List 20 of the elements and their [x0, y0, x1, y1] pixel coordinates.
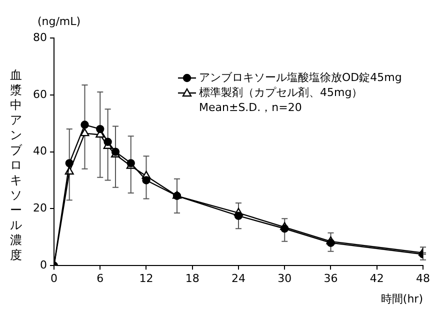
annotation: Mean±S.D.，n=20: [199, 100, 302, 114]
x-axis-title: 時間(hr): [380, 292, 423, 306]
x-tick-label: 18: [185, 272, 200, 286]
x-tick-label: 30: [278, 272, 292, 286]
x-tick-label: 24: [232, 272, 246, 286]
x-tick-label: 42: [370, 272, 384, 286]
x-tick-label: 12: [139, 272, 154, 286]
legend-label: アンブロキソール塩酸塩徐放OD錠45mg: [199, 70, 402, 84]
y-tick-label: 60: [32, 88, 47, 101]
x-tick-label: 36: [324, 272, 338, 286]
x-tick-label: 48: [416, 272, 430, 286]
y-tick-label: 20: [32, 202, 47, 215]
legend-label: 標準製剤（カプセル剤、45mg）: [199, 86, 363, 99]
y-tick-label: 0: [40, 258, 47, 272]
y-tick-label: 40: [32, 144, 47, 158]
x-tick-label: 0: [50, 272, 58, 286]
text: 血漿中アンブロキソール濃度: [10, 68, 22, 262]
y-tick-label: 80: [32, 30, 47, 44]
text: (ng/mL): [37, 14, 81, 28]
x-tick-label: 6: [96, 272, 104, 286]
